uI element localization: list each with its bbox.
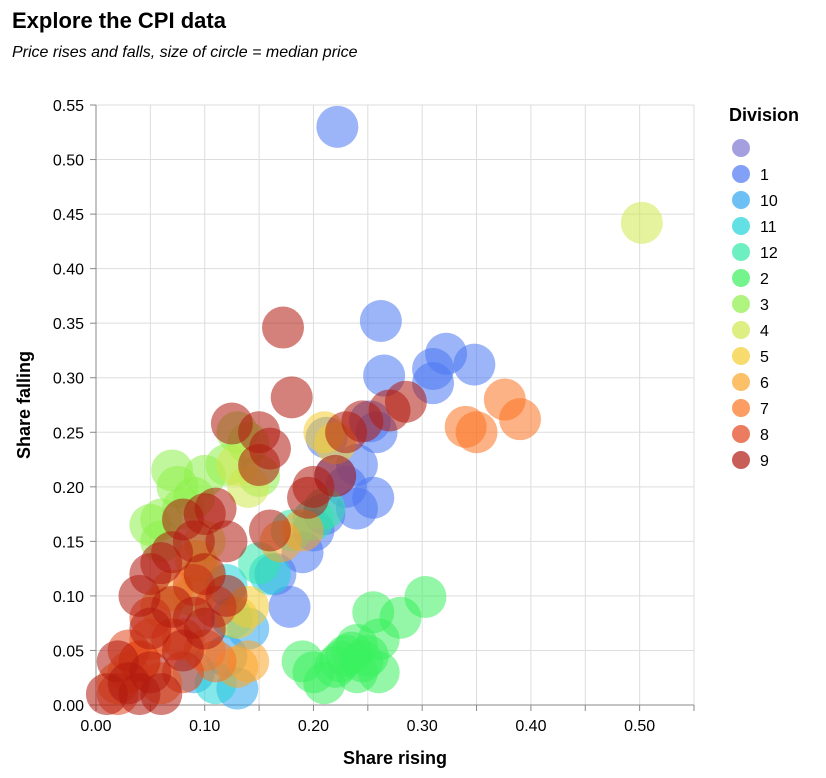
legend-swatch	[732, 321, 750, 339]
legend-entry: 7	[732, 399, 769, 418]
legend-label: 10	[760, 193, 778, 210]
legend-swatch	[732, 399, 750, 417]
legend-label: 11	[760, 219, 777, 236]
data-point	[85, 673, 128, 716]
data-point	[238, 444, 281, 486]
legend-title: Division	[729, 105, 799, 125]
y-tick-label: 0.15	[53, 534, 84, 551]
y-tick-label: 0.45	[53, 207, 84, 224]
legend-entry: 9	[732, 451, 769, 470]
data-point	[270, 376, 313, 419]
data-point	[499, 398, 542, 441]
x-tick-label: 0.40	[515, 718, 546, 735]
legend-label: 8	[760, 427, 769, 444]
y-tick-label: 0.10	[53, 589, 84, 606]
legend-entry: 8	[732, 425, 769, 444]
series-division-2	[281, 576, 447, 705]
legend-label: 5	[760, 349, 769, 366]
y-tick-label: 0.55	[53, 98, 84, 115]
legend-entry: 6	[732, 373, 769, 392]
data-point	[238, 411, 281, 454]
legend-entry: 1	[732, 165, 769, 184]
legend-label: 12	[760, 245, 778, 262]
data-point	[129, 651, 172, 694]
data-point	[205, 574, 248, 617]
x-tick-label: 0.30	[407, 718, 438, 735]
data-point	[359, 300, 402, 342]
legend-swatch	[732, 373, 750, 391]
x-tick-label: 0.20	[298, 718, 329, 735]
legend-swatch	[732, 451, 750, 469]
axes: 0.00 0.05 0.10 0.15 0.20 0.25 0.30 0.35 0.40 0.45…	[53, 98, 695, 735]
data-point	[118, 574, 161, 617]
legend-label: 2	[760, 271, 769, 288]
y-tick-label: 0.35	[53, 316, 84, 333]
x-tick-label: 0.10	[189, 718, 220, 735]
y-tick-label: 0.50	[53, 153, 84, 170]
data-point	[268, 585, 311, 628]
data-point	[453, 343, 496, 386]
data-point	[262, 306, 305, 349]
data-point	[194, 640, 237, 683]
data-point	[316, 105, 359, 148]
legend-swatch	[732, 425, 750, 443]
y-tick-label: 0.30	[53, 371, 84, 388]
data-point	[444, 405, 487, 448]
data-point	[314, 454, 357, 497]
y-tick-label: 0.40	[53, 262, 84, 279]
x-axis-title: Share rising	[343, 748, 447, 768]
data-point	[341, 640, 384, 683]
data-point	[620, 201, 663, 244]
y-axis-title: Share falling	[14, 351, 34, 459]
legend-entry: 11	[732, 217, 777, 236]
legend-swatch	[732, 217, 750, 235]
legend-label: 3	[760, 297, 769, 314]
legend-swatch	[732, 191, 750, 209]
y-tick-label: 0.25	[53, 425, 84, 442]
legend-entry: 12	[732, 243, 778, 262]
legend-label: 6	[760, 375, 769, 392]
data-point	[281, 640, 324, 683]
legend: Division 1 10 11 12 2 3 4 5 6 7 8 9	[729, 105, 799, 470]
data-point	[183, 607, 226, 650]
data-point	[248, 509, 291, 552]
y-tick-label: 0.20	[53, 480, 84, 497]
x-tick-label: 0.00	[80, 718, 111, 735]
legend-entry: 3	[732, 295, 769, 314]
data-points	[85, 105, 663, 716]
y-tick-label: 0.05	[53, 643, 84, 660]
data-point	[368, 389, 411, 432]
legend-entry: 10	[732, 191, 778, 210]
legend-swatch	[732, 295, 750, 313]
series-division-9	[85, 306, 427, 716]
legend-label: 1	[760, 167, 769, 184]
data-point	[205, 520, 248, 563]
x-tick-label: 0.50	[624, 718, 655, 735]
legend-swatch	[732, 139, 750, 157]
legend-label: 7	[760, 401, 769, 418]
legend-swatch	[732, 243, 750, 261]
data-point	[227, 640, 270, 683]
legend-entry: 4	[732, 321, 769, 340]
legend-entry	[732, 139, 750, 157]
legend-label: 4	[760, 323, 769, 340]
legend-swatch	[732, 165, 750, 183]
chart-subtitle: Price rises and falls, size of circle = …	[12, 44, 358, 61]
data-point	[151, 531, 194, 574]
legend-entry: 2	[732, 269, 769, 288]
legend-swatch	[732, 269, 750, 287]
chart-title: Explore the CPI data	[12, 8, 227, 33]
legend-label: 9	[760, 453, 769, 470]
data-point	[325, 411, 368, 454]
legend-swatch	[732, 347, 750, 365]
y-tick-label: 0.00	[53, 698, 84, 715]
legend-entry: 5	[732, 347, 769, 366]
